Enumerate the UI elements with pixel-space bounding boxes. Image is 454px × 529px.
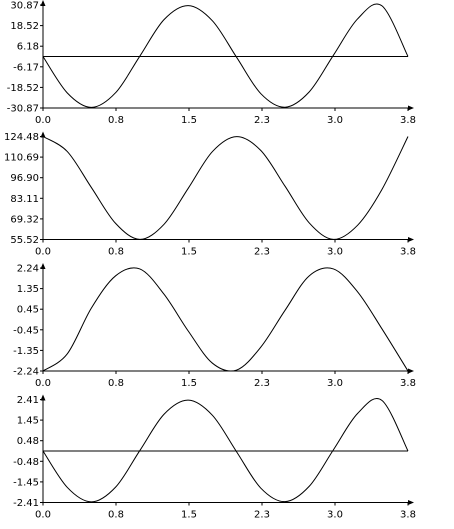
y-tick-label: -30.87 — [7, 104, 39, 115]
x-tick-label: 3.0 — [327, 378, 343, 389]
x-tick-label: 0.8 — [108, 115, 124, 126]
x-axis-arrow — [408, 237, 414, 242]
x-tick-label: 2.3 — [254, 115, 270, 126]
x-tick-label: 0.0 — [35, 378, 51, 389]
x-tick-label: 3.8 — [400, 115, 416, 126]
y-tick-label: 0.45 — [17, 305, 39, 316]
x-tick-label: 0.0 — [35, 115, 51, 126]
chart-panel-2: 124.48 110.69 96.90 83.11 69.32 55.520.0 0.8 1.… — [4, 131, 416, 258]
x-tick-label: 2.3 — [254, 510, 270, 521]
x-tick-label: 0.8 — [108, 510, 124, 521]
y-tick-label: 110.69 — [4, 153, 39, 164]
y-tick-label: 1.45 — [17, 416, 39, 427]
x-tick-label: 0.0 — [35, 247, 51, 258]
x-tick-label: 0.8 — [108, 247, 124, 258]
y-tick-label: 18.52 — [10, 21, 39, 32]
y-tick-label: 69.32 — [10, 214, 39, 225]
chart-panel-4: 2.41 1.45 0.48 -0.48 -1.45 -2.410.0 0.8 1.5 2.3 3… — [13, 394, 416, 521]
y-tick-label: 55.52 — [10, 235, 39, 246]
x-tick-label: 0.8 — [108, 378, 124, 389]
y-tick-label: 0.48 — [17, 436, 39, 447]
y-tick-label: -0.45 — [13, 325, 39, 336]
x-tick-label: 0.0 — [35, 510, 51, 521]
y-tick-label: -2.24 — [13, 367, 39, 378]
x-tick-label: 3.0 — [327, 115, 343, 126]
y-tick-label: 30.87 — [10, 1, 39, 12]
x-tick-label: 3.0 — [327, 510, 343, 521]
y-tick-label: -1.45 — [13, 477, 39, 488]
chart-panel-3: 2.24 1.35 0.45 -0.45 -1.35 -2.240.0 0.8 1.5 2.3 3… — [13, 263, 416, 389]
x-tick-label: 1.5 — [181, 378, 197, 389]
y-tick-label: -6.17 — [13, 62, 39, 73]
y-tick-label: -1.35 — [13, 346, 39, 357]
series-line-1 — [42, 267, 409, 372]
chart-panel-1: 30.87 18.52 6.18 -6.17 -18.52 -30.870.0 0.8 1.5… — [7, 0, 416, 126]
x-axis-arrow — [408, 368, 414, 374]
y-tick-label: -2.41 — [13, 498, 39, 509]
y-tick-label: -18.52 — [7, 83, 39, 94]
y-tick-label: 6.18 — [17, 42, 39, 53]
x-tick-label: 1.5 — [181, 510, 197, 521]
series-line-1 — [42, 398, 409, 503]
y-tick-label: 124.48 — [4, 132, 39, 143]
series-line-1 — [42, 136, 409, 240]
x-tick-label: 1.5 — [181, 115, 197, 126]
y-tick-label: 1.35 — [17, 284, 39, 295]
x-axis-arrow — [408, 105, 414, 111]
x-tick-label: 3.8 — [400, 247, 416, 258]
y-tick-label: 2.41 — [17, 395, 39, 406]
x-tick-label: 3.8 — [400, 378, 416, 389]
y-tick-label: 96.90 — [10, 173, 39, 184]
x-tick-label: 2.3 — [254, 247, 270, 258]
y-tick-label: 83.11 — [10, 194, 39, 205]
x-tick-label: 3.8 — [400, 510, 416, 521]
x-axis-arrow — [408, 500, 414, 505]
y-tick-label: -0.48 — [13, 457, 39, 468]
x-tick-label: 2.3 — [254, 378, 270, 389]
x-tick-label: 3.0 — [327, 247, 343, 258]
x-tick-label: 1.5 — [181, 247, 197, 258]
series-line-1 — [42, 3, 409, 108]
y-tick-label: 2.24 — [17, 264, 39, 275]
